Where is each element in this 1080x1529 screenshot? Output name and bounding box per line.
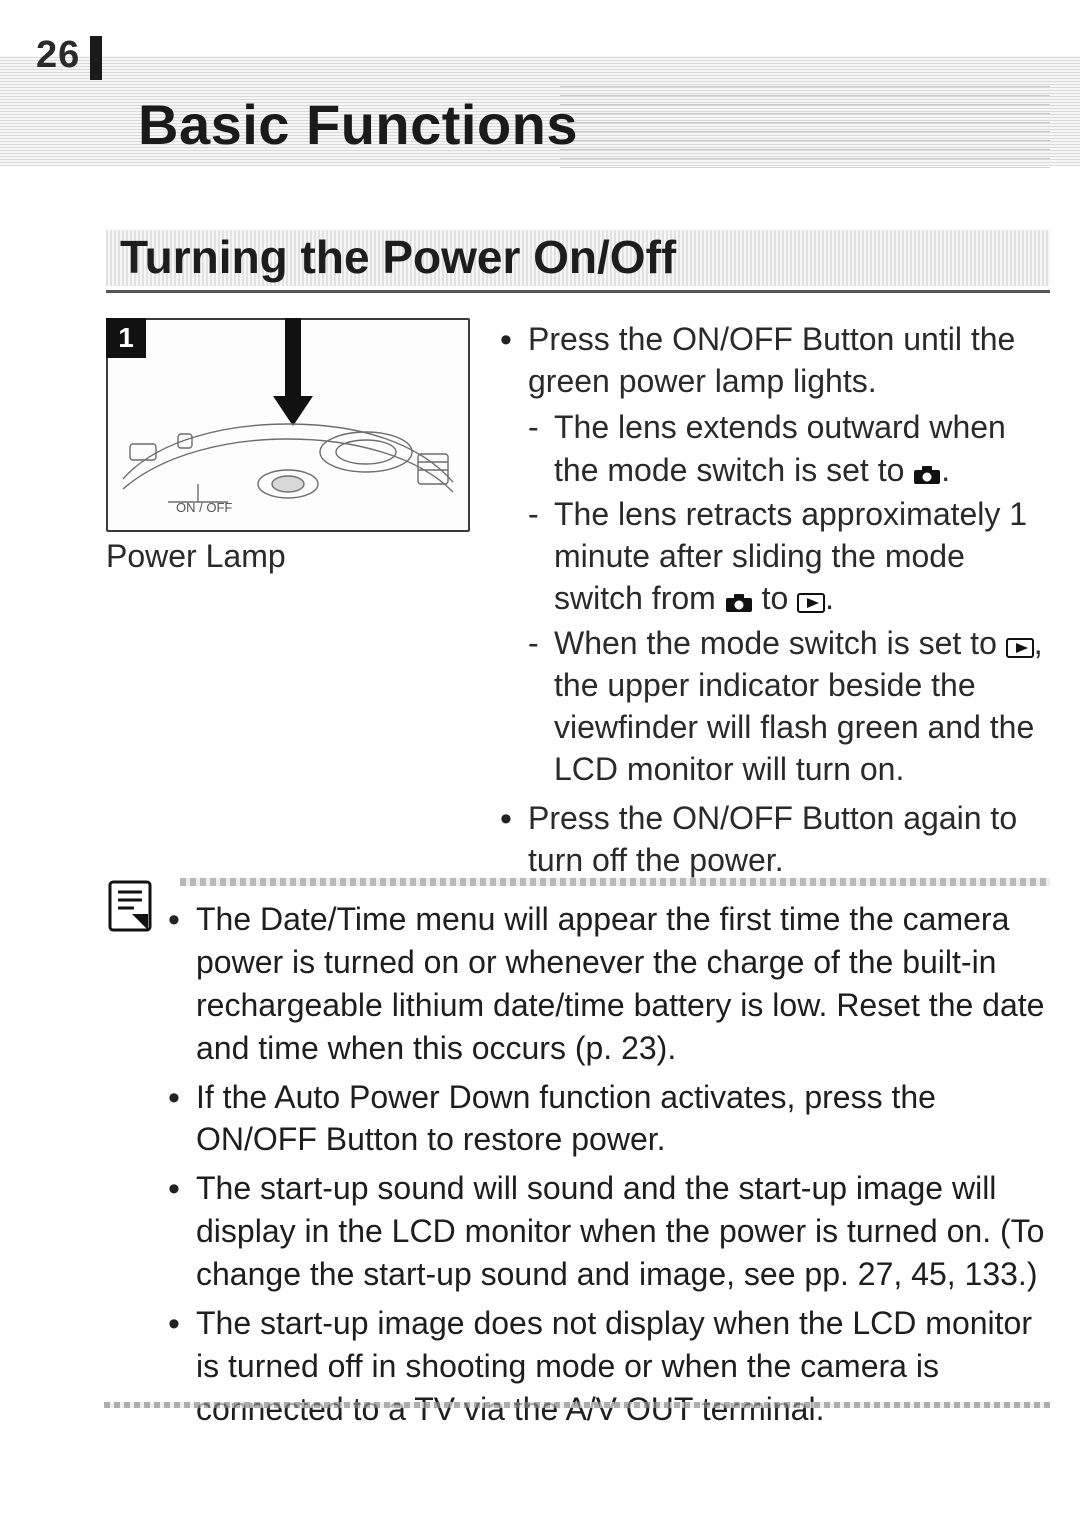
camera-mode-icon [725,593,753,613]
step-number-badge: 1 [106,318,146,358]
instruction-sub: The lens retracts approximately 1 minute… [528,493,1046,620]
note-item: The Date/Time menu will appear the first… [168,898,1046,1070]
note-text: The Date/Time menu will appear the first… [196,901,1044,1066]
text-span: . [941,452,950,488]
instruction-sub: The lens extends outward when the mode s… [528,406,1046,490]
bullet-text: Press the ON/OFF Button again to turn of… [528,800,1017,878]
camera-top-illustration: ON / OFF [118,384,458,514]
instruction-bullet: Press the ON/OFF Button until the green … [500,318,1046,791]
text-span: . [825,580,834,616]
instruction-column: Press the ON/OFF Button until the green … [500,318,1046,887]
camera-mode-icon [913,465,941,485]
playback-mode-icon [797,593,825,613]
step-figure: 1 ON / OFF [106,318,470,532]
instruction-bullet: Press the ON/OFF Button again to turn of… [500,797,1046,881]
bullet-text: Press the ON/OFF Button until the green … [528,321,1015,399]
note-item: The start-up sound will sound and the st… [168,1167,1046,1296]
text-span: When the mode switch is set to [554,625,1006,661]
note-text: The start-up sound will sound and the st… [196,1170,1044,1292]
text-span: to [753,580,797,616]
manual-page: 26 Basic Functions Turning the Power On/… [0,0,1080,1529]
figure-caption: Power Lamp [106,538,286,575]
instruction-sub: When the mode switch is set to , the upp… [528,622,1046,791]
playback-mode-icon [1006,638,1034,658]
note-item: The start-up image does not display when… [168,1302,1046,1431]
note-separator-bottom [104,1402,1050,1408]
note-icon [108,880,152,932]
note-text: If the Auto Power Down function activate… [196,1079,936,1158]
chapter-title: Basic Functions [138,92,578,157]
section-underline [106,290,1050,293]
page-number-marker [90,36,102,80]
dotted-ornament [560,78,1050,168]
notes-block: The Date/Time menu will appear the first… [168,898,1046,1437]
note-separator-top [180,878,1050,886]
section-title: Turning the Power On/Off [108,228,688,286]
note-item: If the Auto Power Down function activate… [168,1076,1046,1162]
onoff-button-label: ON / OFF [176,500,232,514]
note-text: The start-up image does not display when… [196,1305,1032,1427]
page-number: 26 [36,34,80,77]
